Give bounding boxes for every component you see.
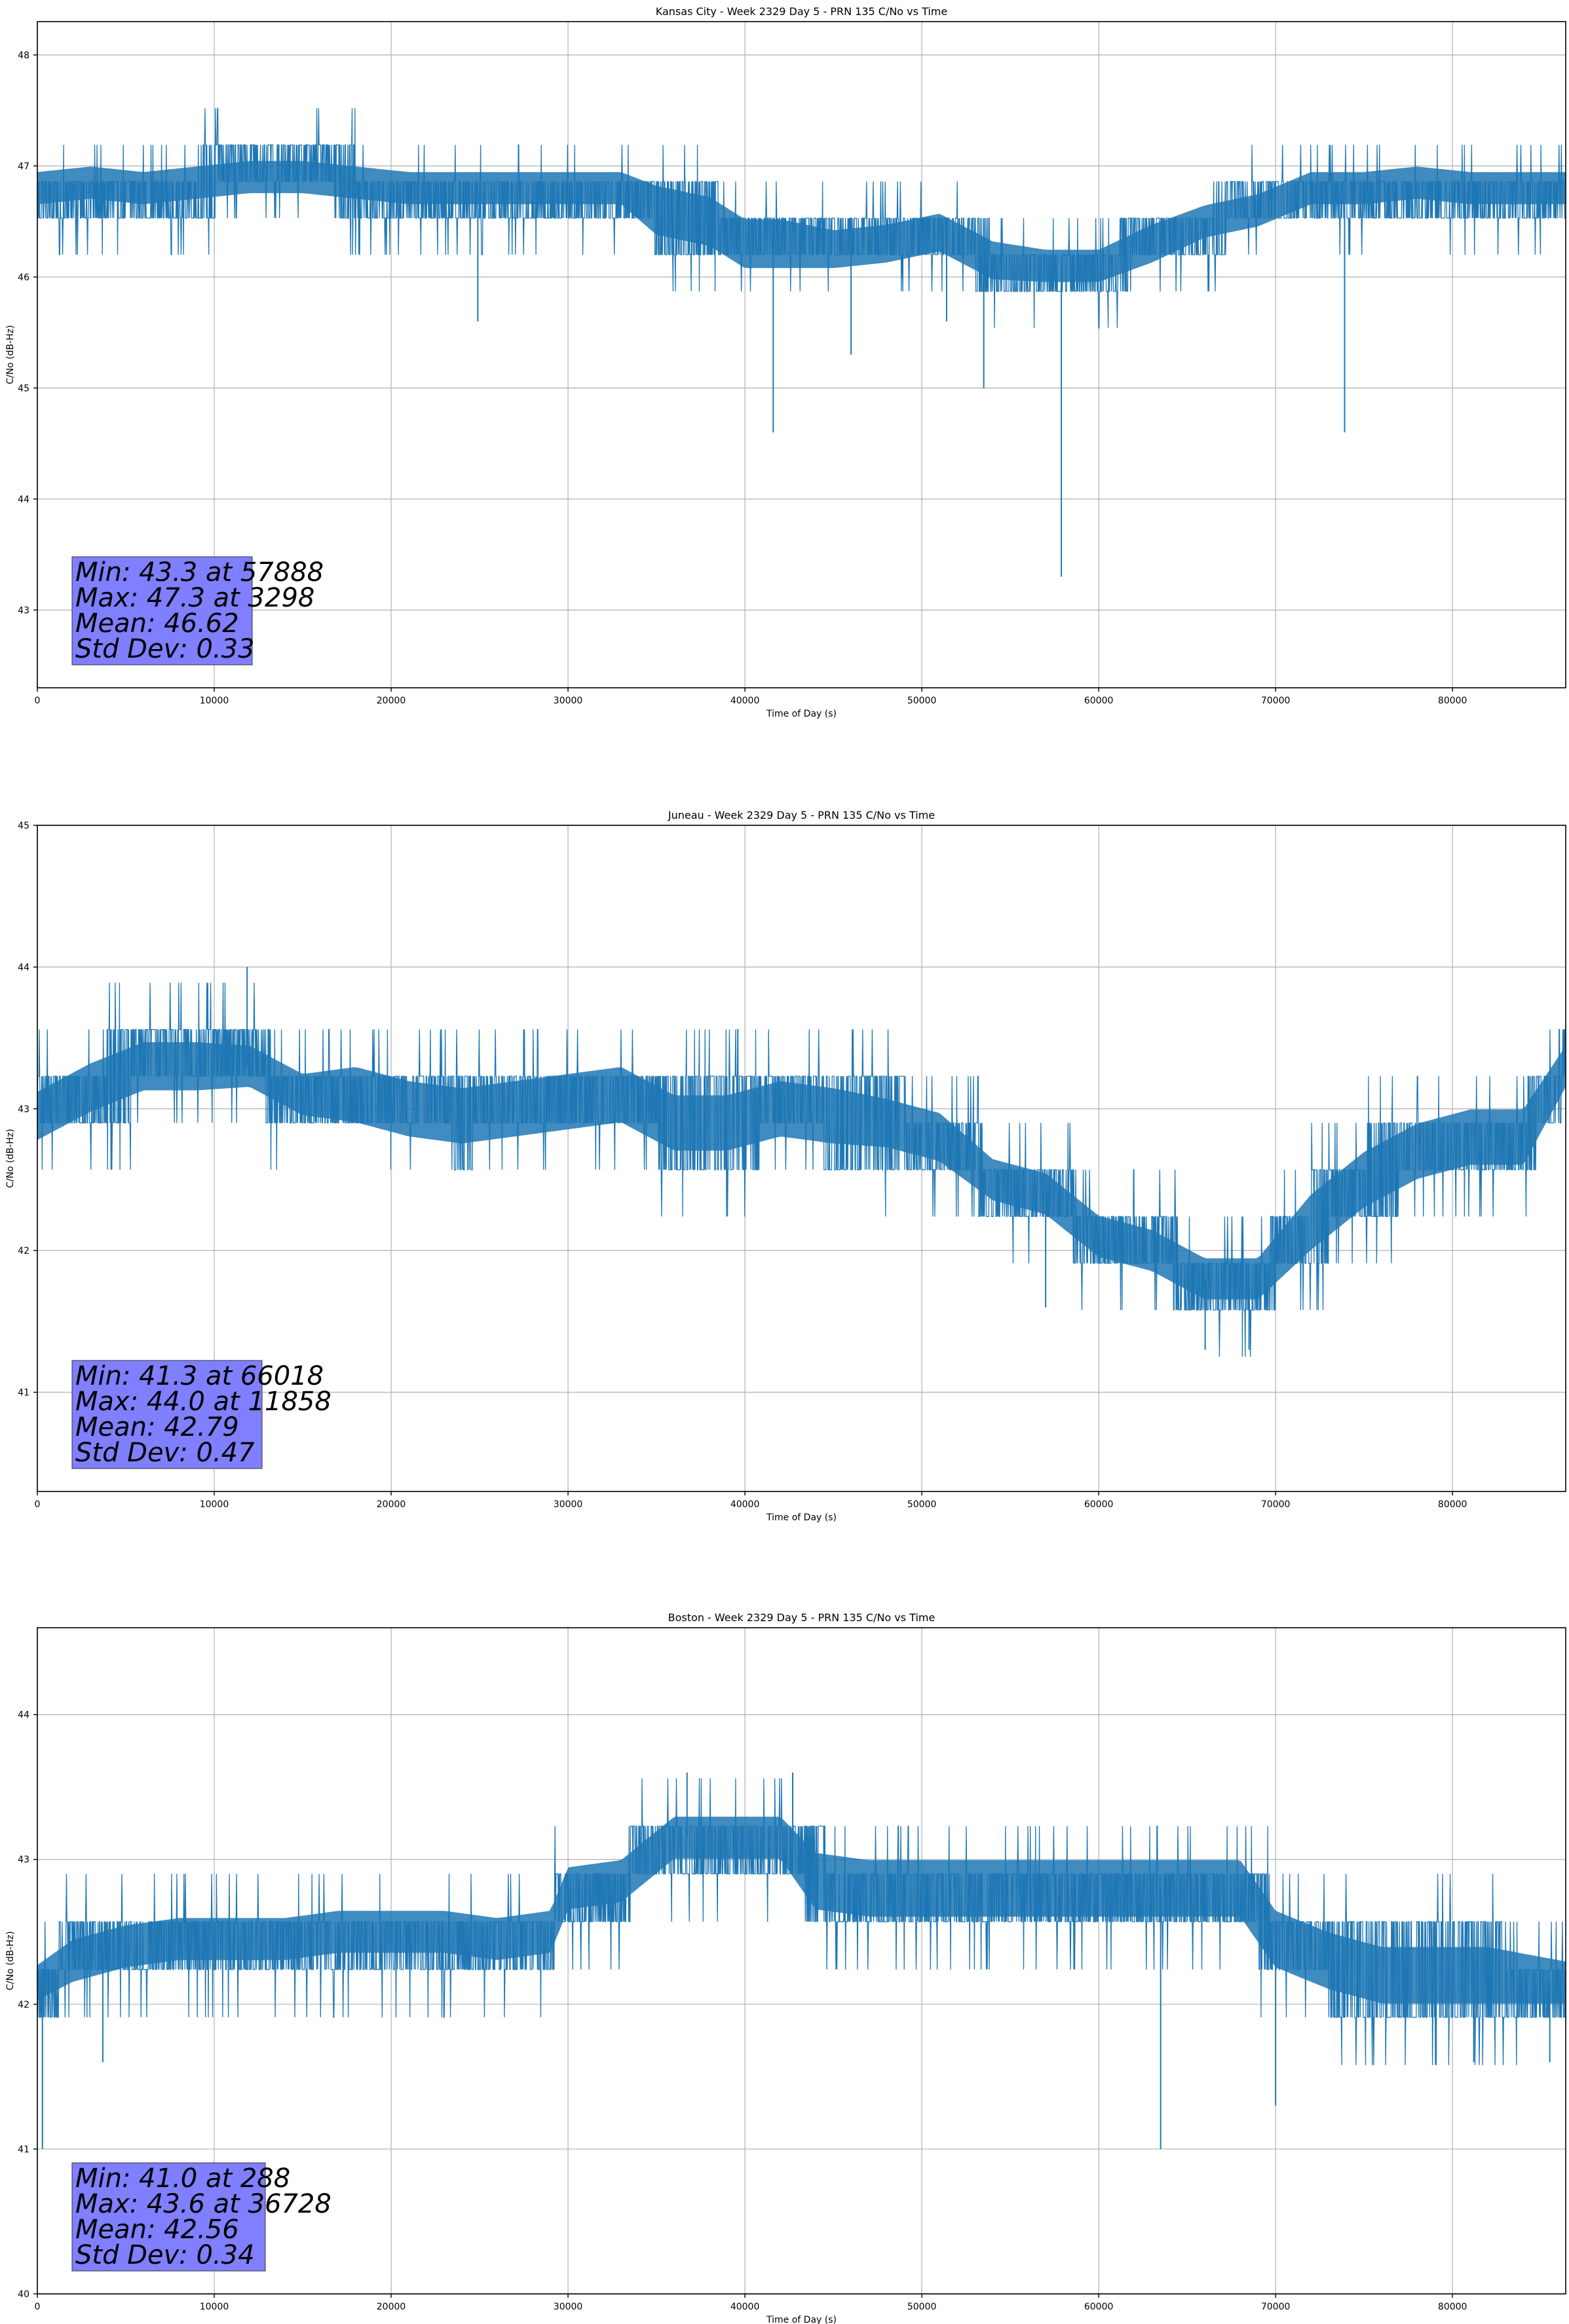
y-tick-label: 48	[18, 50, 29, 61]
kansas-city-chart: Kansas City - Week 2329 Day 5 - PRN 135 …	[5, 5, 1566, 719]
y-tick-label: 44	[18, 962, 29, 973]
y-tick-label: 43	[18, 605, 29, 616]
x-tick-label: 30000	[554, 696, 583, 706]
stats-box	[71, 1360, 263, 1469]
y-axis-label: C/No (dB-Hz)	[5, 1931, 16, 1990]
y-tick-label: 44	[18, 1710, 29, 1721]
x-tick-label: 50000	[907, 696, 937, 706]
x-tick-label: 20000	[377, 2302, 406, 2312]
boston-chart: Boston - Week 2329 Day 5 - PRN 135 C/No …	[5, 1611, 1566, 2324]
x-axis-label: Time of Day (s)	[766, 709, 837, 719]
stats-line-min: Min: 41.0 at 288	[75, 2164, 290, 2194]
stats-line-min: Min: 41.3 at 66018	[75, 1361, 324, 1391]
x-tick-label: 60000	[1084, 696, 1114, 706]
juneau-chart: Juneau - Week 2329 Day 5 - PRN 135 C/No …	[5, 809, 1566, 1523]
stats-line-std: Std Dev: 0.47	[75, 1438, 255, 1468]
x-tick-label: 40000	[730, 2302, 760, 2312]
x-tick-label: 60000	[1084, 1499, 1114, 1510]
stats-line-std: Std Dev: 0.33	[75, 634, 255, 664]
y-tick-label: 46	[18, 272, 29, 283]
x-tick-label: 10000	[200, 2302, 229, 2312]
x-tick-label: 70000	[1261, 696, 1291, 706]
x-tick-label: 50000	[907, 2302, 937, 2312]
x-tick-label: 20000	[377, 1499, 406, 1510]
x-tick-label: 80000	[1438, 2302, 1467, 2312]
axes-frame	[37, 825, 1566, 1492]
y-axis-label: C/No (dB-Hz)	[5, 325, 16, 384]
chart-title: Juneau - Week 2329 Day 5 - PRN 135 C/No …	[668, 809, 935, 821]
y-tick-label: 45	[18, 821, 29, 831]
stats-line-mean: Mean: 46.62	[75, 609, 239, 639]
x-tick-label: 70000	[1261, 1499, 1291, 1510]
x-tick-label: 10000	[200, 696, 229, 706]
y-tick-label: 47	[18, 161, 29, 172]
y-tick-label: 41	[18, 2145, 29, 2155]
stats-line-mean: Mean: 42.56	[75, 2215, 239, 2245]
stats-line-max: Max: 47.3 at 3298	[75, 583, 314, 613]
stats-box	[71, 556, 253, 665]
chart-title: Boston - Week 2329 Day 5 - PRN 135 C/No …	[668, 1611, 936, 1624]
y-axis-label: C/No (dB-Hz)	[5, 1129, 16, 1188]
stats-box	[71, 2162, 266, 2272]
x-tick-label: 60000	[1084, 2302, 1114, 2312]
x-tick-label: 20000	[377, 696, 406, 706]
stats-line-mean: Mean: 42.79	[75, 1412, 239, 1442]
stats-line-min: Min: 43.3 at 57888	[75, 557, 324, 588]
chart-title: Kansas City - Week 2329 Day 5 - PRN 135 …	[656, 5, 947, 18]
x-tick-label: 40000	[730, 696, 760, 706]
x-tick-label: 70000	[1261, 2302, 1291, 2312]
y-tick-label: 42	[18, 1246, 29, 1256]
x-tick-label: 0	[35, 2302, 41, 2312]
y-tick-label: 44	[18, 495, 29, 505]
x-tick-label: 0	[35, 1499, 41, 1510]
y-tick-label: 42	[18, 2000, 29, 2010]
y-tick-label: 45	[18, 383, 29, 394]
x-tick-label: 80000	[1438, 696, 1467, 706]
cno-series-line	[37, 983, 1566, 1357]
cno-series-band	[37, 160, 1566, 282]
x-tick-label: 40000	[730, 1499, 760, 1510]
stats-line-max: Max: 43.6 at 36728	[75, 2189, 331, 2219]
x-axis-label: Time of Day (s)	[766, 2315, 837, 2324]
x-tick-label: 0	[35, 696, 41, 706]
y-tick-label: 43	[18, 1104, 29, 1115]
cno-series-band	[37, 1816, 1566, 2004]
x-axis-label: Time of Day (s)	[766, 1512, 837, 1523]
stats-line-max: Max: 44.0 at 11858	[75, 1387, 331, 1417]
cno-series-line	[37, 107, 1566, 329]
x-tick-label: 30000	[554, 1499, 583, 1510]
y-tick-label: 43	[18, 1855, 29, 1865]
axes-frame	[37, 1627, 1566, 2295]
y-tick-label: 41	[18, 1388, 29, 1398]
stats-line-std: Std Dev: 0.34	[75, 2240, 255, 2270]
x-tick-label: 10000	[200, 1499, 229, 1510]
x-tick-label: 80000	[1438, 1499, 1467, 1510]
x-tick-label: 50000	[907, 1499, 937, 1510]
axes-frame	[37, 21, 1566, 688]
cno-series-band	[37, 1042, 1566, 1300]
y-tick-label: 40	[18, 2289, 29, 2300]
x-tick-label: 30000	[554, 2302, 583, 2312]
